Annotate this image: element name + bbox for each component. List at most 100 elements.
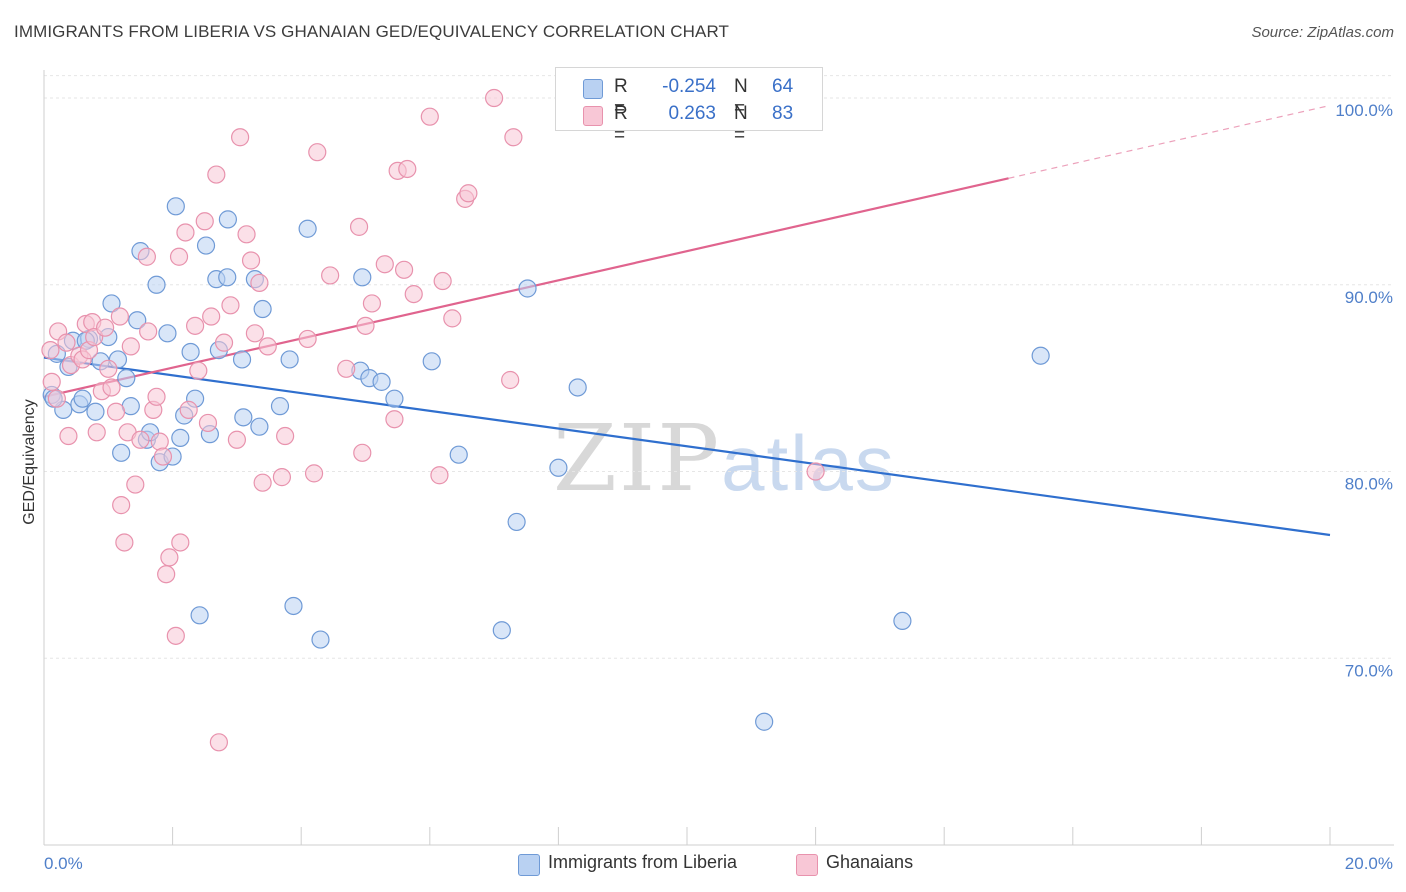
data-point-ghanaians	[121, 337, 140, 356]
data-point-ghanaians	[321, 266, 340, 285]
data-point-liberia	[422, 352, 441, 371]
data-point-ghanaians	[298, 329, 317, 349]
data-point-liberia	[507, 512, 526, 532]
data-point-ghanaians	[231, 128, 250, 147]
watermark-zip: ZIP	[553, 405, 722, 512]
data-point-ghanaians	[362, 294, 382, 313]
trend-line-extension	[1008, 104, 1331, 179]
data-point-ghanaians	[250, 273, 269, 292]
data-point-liberia	[73, 389, 92, 408]
data-point-liberia	[253, 299, 272, 319]
watermark: ZIPatlas	[553, 405, 896, 512]
data-point-liberia	[385, 389, 404, 408]
legend-label: Ghanaians	[826, 852, 914, 872]
data-point-ghanaians	[171, 533, 190, 552]
data-point-ghanaians	[253, 473, 272, 492]
data-point-liberia	[893, 611, 912, 631]
data-point-ghanaians	[209, 733, 228, 752]
data-point-ghanaians	[237, 225, 256, 244]
data-point-liberia	[128, 311, 147, 330]
data-point-liberia	[372, 372, 391, 391]
data-point-liberia	[190, 606, 209, 625]
data-point-ghanaians	[106, 402, 126, 421]
data-point-ghanaians	[169, 247, 189, 266]
data-point-ghanaians	[112, 496, 131, 515]
data-point-liberia	[86, 402, 105, 421]
legend-swatch-blue	[583, 79, 603, 99]
y-tick-label: 100.0%	[1335, 101, 1393, 120]
data-point-ghanaians	[153, 447, 173, 466]
x-tick-label: 0.0%	[44, 854, 83, 873]
data-point-liberia	[518, 279, 537, 298]
data-point-liberia	[353, 268, 372, 287]
r-value: -0.254	[662, 76, 716, 97]
data-point-ghanaians	[308, 143, 327, 162]
data-point-liberia	[1031, 346, 1050, 365]
legend-label: Immigrants from Liberia	[548, 852, 738, 872]
data-point-ghanaians	[150, 432, 169, 451]
data-point-ghanaians	[131, 430, 150, 449]
data-point-ghanaians	[353, 443, 372, 462]
data-point-liberia	[196, 236, 216, 255]
axes	[43, 70, 1394, 846]
r-label: R =	[614, 76, 628, 119]
tick-labels: 70.0% 80.0% 90.0% 100.0% 0.0% 20.0%	[44, 101, 1393, 873]
data-point-ghanaians	[430, 466, 449, 485]
data-point-ghanaians	[110, 307, 129, 326]
data-point-ghanaians	[394, 260, 414, 279]
data-point-ghanaians	[241, 251, 261, 270]
r-label: R =	[614, 103, 628, 146]
data-point-liberia	[568, 378, 587, 397]
data-point-liberia	[280, 350, 299, 369]
data-point-liberia	[250, 417, 269, 436]
r-value: 0.263	[668, 103, 716, 124]
source-label: Source: ZipAtlas.com	[1251, 24, 1394, 41]
data-point-ghanaians	[102, 378, 121, 397]
data-point-ghanaians	[147, 387, 166, 406]
data-point-ghanaians	[349, 217, 369, 236]
data-point-ghanaians	[272, 468, 292, 487]
data-point-ghanaians	[485, 88, 504, 108]
y-axis-label: GED/Equivalency	[21, 399, 38, 524]
data-point-ghanaians	[214, 333, 234, 352]
data-point-liberia	[158, 324, 177, 343]
data-point-ghanaians	[504, 128, 523, 147]
n-value: 64	[772, 76, 794, 97]
data-point-ghanaians	[258, 337, 277, 356]
data-point-liberia	[166, 197, 185, 216]
data-point-ghanaians	[276, 426, 295, 446]
data-point-ghanaians	[157, 565, 176, 584]
data-point-liberia	[311, 630, 330, 649]
data-point-ghanaians	[337, 359, 356, 378]
data-point-ghanaians	[375, 255, 394, 274]
n-label: N =	[734, 103, 748, 146]
data-point-ghanaians	[189, 361, 208, 380]
data-point-ghanaians	[41, 341, 60, 360]
data-point-liberia	[218, 210, 237, 229]
data-point-liberia	[234, 408, 253, 427]
data-point-ghanaians	[95, 318, 115, 337]
n-label: N =	[734, 76, 748, 119]
data-point-ghanaians	[198, 413, 218, 433]
series-legend: Immigrants from Liberia Ghanaians	[0, 852, 1406, 878]
data-point-ghanaians	[99, 359, 118, 378]
data-point-ghanaians	[221, 296, 240, 315]
series-ghanaians-points	[41, 88, 825, 752]
data-point-ghanaians	[202, 307, 221, 326]
legend-swatch-blue	[518, 854, 540, 876]
data-point-ghanaians	[245, 324, 265, 343]
y-tick-label: 70.0%	[1345, 661, 1393, 680]
data-point-liberia	[755, 712, 774, 731]
data-point-ghanaians	[195, 212, 214, 231]
data-point-ghanaians	[179, 400, 198, 419]
data-point-liberia	[284, 596, 303, 616]
data-point-ghanaians	[227, 430, 246, 449]
n-value: 83	[772, 103, 794, 124]
data-point-ghanaians	[806, 462, 825, 481]
chart-title: IMMIGRANTS FROM LIBERIA VS GHANAIAN GED/…	[14, 22, 730, 41]
data-point-ghanaians	[47, 389, 66, 408]
data-point-liberia	[218, 268, 237, 287]
data-point-ghanaians	[160, 548, 179, 567]
data-point-ghanaians	[404, 284, 423, 304]
